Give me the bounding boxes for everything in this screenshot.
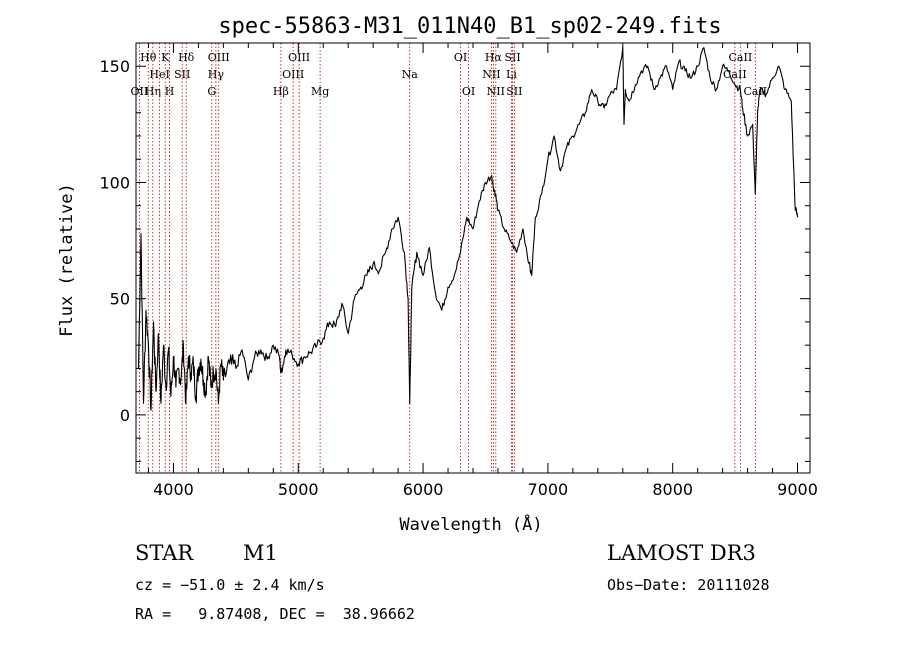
ra-dec: RA = 9.87408, DEC = 38.96662 (135, 605, 415, 623)
spectral-line-label: Hθ (140, 51, 157, 64)
spectral-line-label: G (207, 85, 216, 98)
spectral-lines-layer: OII Hθ Hη HeI K H SII Hδ OIII Hγ G Hβ OIII OIII Mg Na OI… (131, 43, 767, 473)
x-tick-label: 5000 (278, 480, 319, 499)
spectral-line-label: SII (174, 68, 190, 81)
object-subclass: M1 (243, 541, 278, 565)
spectral-line-label: OI (454, 51, 467, 64)
spectral-line-label: HeI (149, 68, 169, 81)
y-tick-label: 50 (110, 290, 130, 309)
spectral-line-label: K (161, 51, 170, 64)
spectral-line-label: Hη (145, 85, 161, 98)
spectral-line-label: OIII (208, 51, 230, 64)
spectral-line-label: OIII (282, 68, 304, 81)
spectral-line-label: NII (487, 85, 505, 98)
obs-date: Obs−Date: 20111028 (607, 576, 770, 594)
redshift-cz: cz = −51.0 ± 2.4 km/s (135, 576, 325, 594)
spectral-line-label: Hβ (273, 85, 289, 98)
axes-layer: 4000 5000 6000 7000 8000 9000 0 50 100 150 (99, 42, 818, 499)
x-tick-label: 8000 (652, 480, 693, 499)
spectrum-line (137, 47, 799, 411)
spectral-line-label: CaII (723, 68, 747, 81)
spectral-line-label: Hα (485, 51, 503, 64)
spectral-line-label: Mg (311, 85, 329, 98)
x-tick-label: 9000 (777, 480, 818, 499)
spectral-line-label: H (165, 85, 175, 98)
y-tick-label: 100 (99, 173, 130, 192)
spectral-line-label: OII (131, 85, 149, 98)
spectral-line-label: CaII (729, 51, 753, 64)
y-tick-label: 150 (99, 57, 130, 76)
survey-name: LAMOST DR3 (607, 541, 756, 565)
chart-title: spec-55863-M31_011N40_B1_sp02-249.fits (218, 14, 721, 39)
y-axis-label: Flux (relative) (57, 183, 77, 337)
spectral-line-label: Na (402, 68, 419, 81)
x-axis-label: Wavelength (Å) (399, 513, 542, 535)
plot-frame (135, 42, 811, 474)
x-tick-label: 7000 (528, 480, 569, 499)
spectral-line-label: OIII (288, 51, 310, 64)
spectral-line-label: SII (506, 85, 522, 98)
object-class: STAR (135, 541, 194, 565)
y-tick-label: 0 (120, 406, 130, 425)
spectral-line-label: Li (506, 68, 517, 81)
spectral-line-label: OI (462, 85, 475, 98)
series-layer (137, 47, 799, 411)
spectral-line-label: NII (482, 68, 500, 81)
spectral-line-label: Hγ (208, 68, 225, 81)
spectral-line-label: SII (504, 51, 520, 64)
x-tick-label: 6000 (403, 480, 444, 499)
spectral-line-label: Hδ (178, 51, 195, 64)
x-tick-label: 4000 (153, 480, 194, 499)
